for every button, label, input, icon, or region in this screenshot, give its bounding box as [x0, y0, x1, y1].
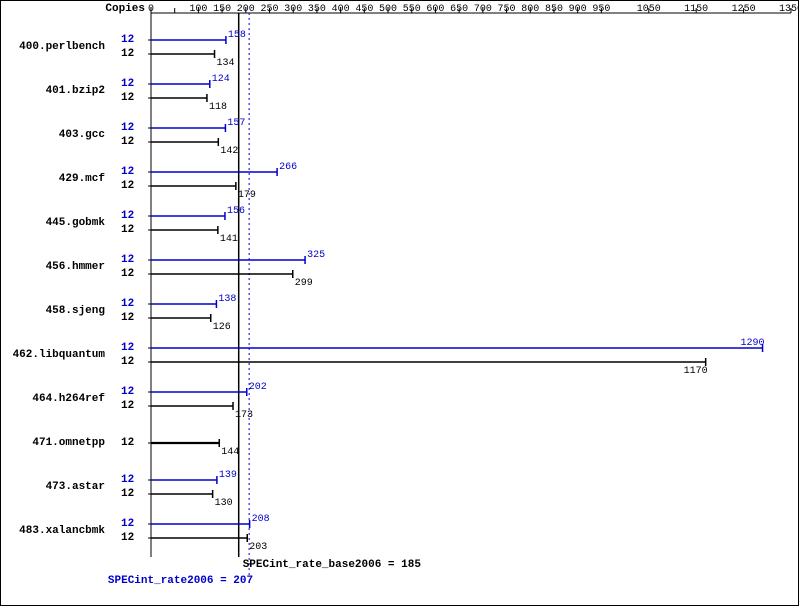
copies-header: Copies: [105, 3, 145, 15]
svg-text:1350: 1350: [779, 4, 799, 15]
copies-peak: 12: [121, 254, 141, 266]
benchmark-label: 401.bzip2: [5, 85, 105, 97]
svg-text:550: 550: [403, 4, 421, 15]
svg-text:700: 700: [474, 4, 492, 15]
svg-text:142: 142: [220, 146, 238, 157]
svg-text:950: 950: [592, 4, 610, 15]
benchmark-label: 471.omnetpp: [5, 437, 105, 449]
svg-text:450: 450: [355, 4, 373, 15]
benchmark-label: 445.gobmk: [5, 217, 105, 229]
svg-text:300: 300: [284, 4, 302, 15]
svg-text:126: 126: [213, 322, 231, 333]
svg-text:134: 134: [217, 58, 235, 69]
svg-text:158: 158: [228, 30, 246, 41]
benchmark-label: 462.libquantum: [5, 349, 105, 361]
copies-base: 12: [121, 224, 141, 236]
copies-peak: 12: [121, 474, 141, 486]
svg-text:203: 203: [249, 542, 267, 553]
copies-base: 12: [121, 136, 141, 148]
copies-base: 12: [121, 180, 141, 192]
copies-base: 12: [121, 356, 141, 368]
benchmark-label: 400.perlbench: [5, 41, 105, 53]
svg-text:299: 299: [295, 278, 313, 289]
svg-text:600: 600: [426, 4, 444, 15]
svg-text:124: 124: [212, 74, 230, 85]
copies-base: 12: [121, 488, 141, 500]
svg-text:650: 650: [450, 4, 468, 15]
copies-peak: 12: [121, 210, 141, 222]
svg-text:200: 200: [237, 4, 255, 15]
svg-text:100: 100: [189, 4, 207, 15]
svg-text:141: 141: [220, 234, 238, 245]
svg-text:130: 130: [215, 498, 233, 509]
svg-text:144: 144: [221, 447, 239, 458]
benchmark-label: 429.mcf: [5, 173, 105, 185]
copies-peak: 12: [121, 518, 141, 530]
copies-base: 12: [121, 437, 141, 449]
benchmark-label: 473.astar: [5, 481, 105, 493]
svg-text:850: 850: [545, 4, 563, 15]
svg-text:400: 400: [332, 4, 350, 15]
copies-peak: 12: [121, 34, 141, 46]
benchmark-label: 464.h264ref: [5, 393, 105, 405]
svg-text:500: 500: [379, 4, 397, 15]
svg-text:SPECint_rate_base2006 = 185: SPECint_rate_base2006 = 185: [243, 559, 422, 571]
benchmark-label: 483.xalancbmk: [5, 525, 105, 537]
svg-text:150: 150: [213, 4, 231, 15]
copies-base: 12: [121, 312, 141, 324]
svg-text:173: 173: [235, 410, 253, 421]
svg-text:1170: 1170: [684, 366, 708, 377]
svg-text:118: 118: [209, 102, 227, 113]
copies-base: 12: [121, 400, 141, 412]
svg-text:202: 202: [249, 382, 267, 393]
copies-peak: 12: [121, 386, 141, 398]
svg-text:208: 208: [252, 514, 270, 525]
spec-chart: 0100150200250300350400450500550600650700…: [0, 0, 799, 606]
svg-text:350: 350: [308, 4, 326, 15]
svg-text:800: 800: [521, 4, 539, 15]
svg-text:138: 138: [218, 294, 236, 305]
copies-base: 12: [121, 532, 141, 544]
copies-peak: 12: [121, 166, 141, 178]
copies-base: 12: [121, 92, 141, 104]
copies-base: 12: [121, 48, 141, 60]
benchmark-label: 456.hmmer: [5, 261, 105, 273]
svg-text:1050: 1050: [637, 4, 661, 15]
svg-text:266: 266: [279, 162, 297, 173]
copies-peak: 12: [121, 78, 141, 90]
copies-peak: 12: [121, 122, 141, 134]
svg-text:750: 750: [498, 4, 516, 15]
svg-text:250: 250: [261, 4, 279, 15]
svg-text:325: 325: [307, 250, 325, 261]
copies-peak: 12: [121, 298, 141, 310]
svg-text:1150: 1150: [684, 4, 708, 15]
svg-text:1250: 1250: [732, 4, 756, 15]
svg-text:179: 179: [238, 190, 256, 201]
svg-text:157: 157: [227, 118, 245, 129]
benchmark-label: 458.sjeng: [5, 305, 105, 317]
copies-base: 12: [121, 268, 141, 280]
benchmark-label: 403.gcc: [5, 129, 105, 141]
svg-text:1290: 1290: [741, 338, 765, 349]
copies-peak: 12: [121, 342, 141, 354]
svg-text:139: 139: [219, 470, 237, 481]
svg-text:156: 156: [227, 206, 245, 217]
svg-text:900: 900: [569, 4, 587, 15]
svg-text:SPECint_rate2006 = 207: SPECint_rate2006 = 207: [108, 575, 253, 587]
